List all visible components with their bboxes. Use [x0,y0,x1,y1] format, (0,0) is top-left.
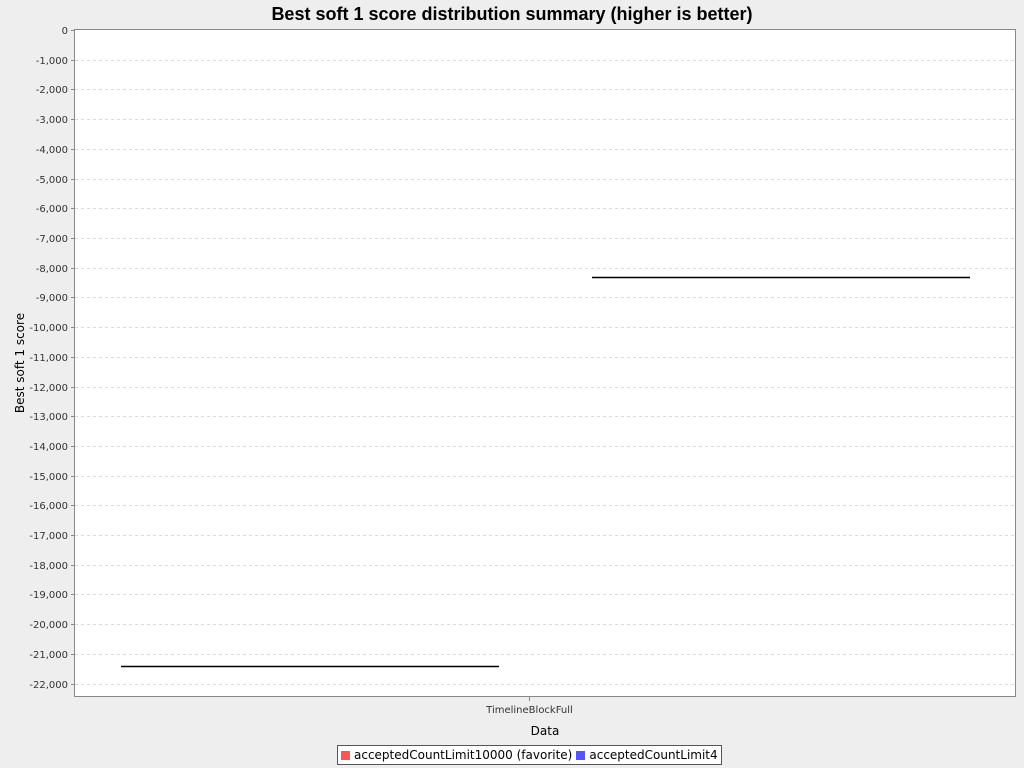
y-tick-label: -1,000 [36,56,68,67]
x-axis-label: Data [531,724,560,738]
y-tick-label: 0 [62,26,68,37]
y-tick-label: -18,000 [29,561,68,572]
x-tick-label: TimelineBlockFull [485,705,573,716]
y-tick-label: -16,000 [29,501,68,512]
chart-title: Best soft 1 score distribution summary (… [271,4,752,24]
y-tick-label: -9,000 [36,293,68,304]
grid-lines [75,60,1016,685]
y-tick-label: -5,000 [36,175,68,186]
legend: acceptedCountLimit10000 (favorite) accept… [337,745,722,765]
legend-label: acceptedCountLimit4 [589,748,718,762]
y-tick-label: -17,000 [29,531,68,542]
y-tick-label: -20,000 [29,620,68,631]
y-tick-label: -7,000 [36,234,68,245]
y-axis: 0 -1,000 -2,000 -3,000 -4,000 -5,000 -6,000 -7,… [29,26,75,691]
y-tick-label: -8,000 [36,264,68,275]
y-tick-label: -2,000 [36,85,68,96]
y-tick-label: -21,000 [29,650,68,661]
legend-label: acceptedCountLimit10000 (favorite) [354,748,573,762]
data-marks [121,276,970,668]
y-axis-label: Best soft 1 score [13,313,27,413]
y-tick-label: -10,000 [29,323,68,334]
y-tick-label: -13,000 [29,412,68,423]
y-tick-label: -22,000 [29,680,68,691]
y-tick-label: -19,000 [29,590,68,601]
legend-item: acceptedCountLimit4 [576,748,718,762]
y-tick-label: -12,000 [29,383,68,394]
legend-swatch [576,750,586,760]
y-tick-label: -4,000 [36,145,68,156]
y-tick-label: -15,000 [29,472,68,483]
plot-area [74,29,1016,697]
legend-swatch [341,750,350,760]
x-axis: TimelineBlockFull [485,697,573,716]
y-tick-label: -14,000 [29,442,68,453]
y-tick-label: -6,000 [36,204,68,215]
legend-item: acceptedCountLimit10000 (favorite) [341,748,572,762]
y-tick-label: -11,000 [29,353,68,364]
y-tick-label: -3,000 [36,115,68,126]
